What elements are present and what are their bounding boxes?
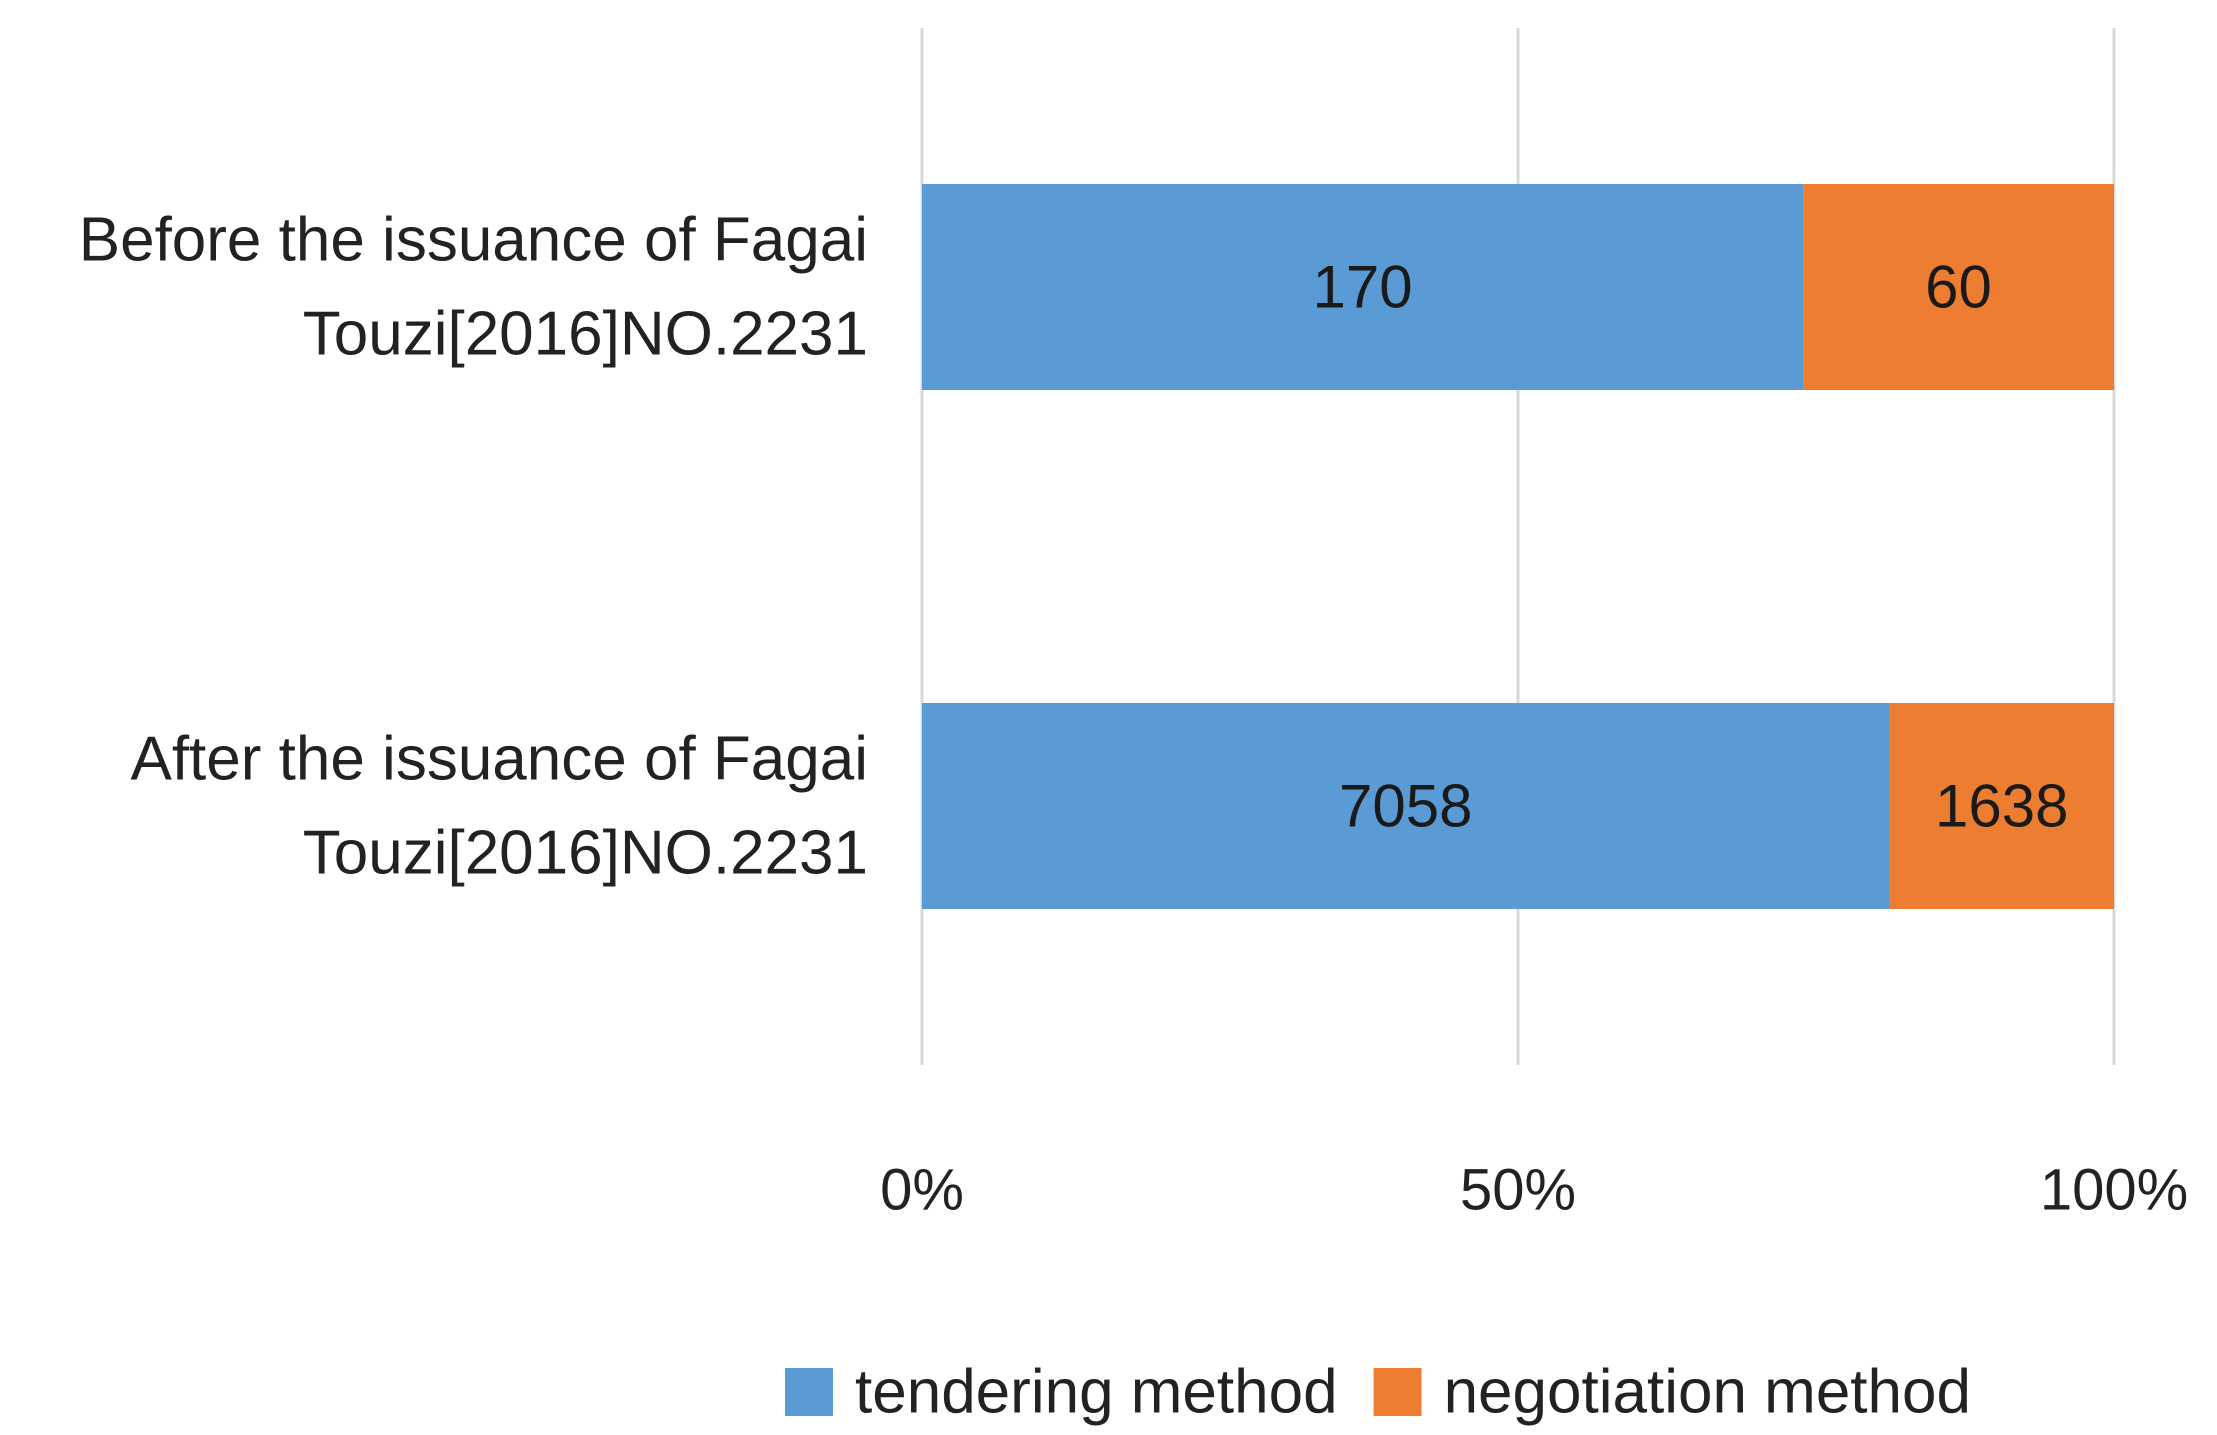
data-label-tendering-1: 170 — [1312, 254, 1412, 321]
data-label-negotiation-2: 1638 — [1935, 773, 2068, 840]
legend: tendering method negotiation method — [785, 1358, 1971, 1427]
legend-swatch-negotiation — [1373, 1368, 1422, 1416]
legend-label-negotiation: negotiation method — [1444, 1358, 1971, 1427]
data-label-tendering-2: 7058 — [1339, 773, 1472, 840]
bar-tendering-2 — [922, 703, 1890, 909]
legend-label-tendering: tendering method — [855, 1358, 1338, 1427]
tick-label-0pct: 0% — [880, 1158, 964, 1223]
gridlines — [920, 28, 2116, 1065]
tick-label-100pct: 100% — [2040, 1158, 2188, 1223]
category-label-1: Before the issuance of Fagai Touzi[2016]N… — [79, 206, 868, 369]
category-labels: Before the issuance of Fagai Touzi[2016]N… — [79, 206, 868, 888]
bars: 170 60 7058 1638 — [922, 184, 2114, 909]
bar-negotiation-2 — [1889, 703, 2114, 909]
data-label-negotiation-1: 60 — [1925, 254, 1992, 321]
category-label-2: After the issuance of Fagai Touzi[2016]NO… — [130, 725, 868, 888]
tick-label-50pct: 50% — [1460, 1158, 1576, 1223]
legend-swatch-tendering — [785, 1368, 834, 1416]
bar-tendering-1 — [922, 184, 1804, 390]
x-axis-tick-labels: 0% 50% 100% — [880, 1158, 2188, 1223]
bar-negotiation-1 — [1803, 184, 2114, 390]
